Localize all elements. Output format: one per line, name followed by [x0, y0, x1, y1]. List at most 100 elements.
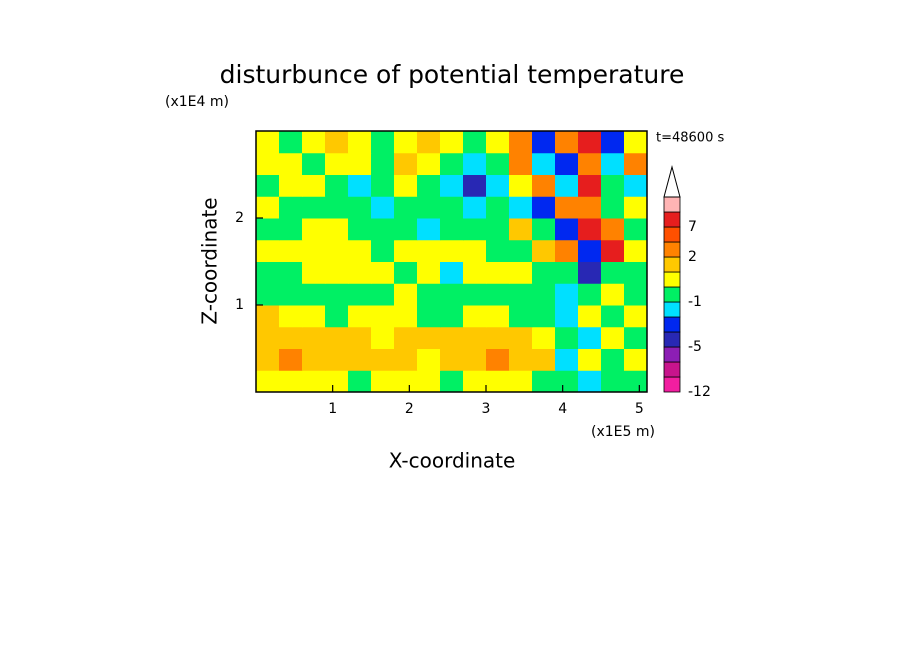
contour-cell: [555, 370, 579, 393]
contour-cell: [578, 152, 602, 175]
contour-cell: [348, 239, 372, 262]
contour-cell: [256, 196, 280, 219]
contour-cell: [624, 218, 648, 241]
contour-cell: [532, 305, 556, 328]
contour-cell: [256, 131, 280, 154]
contour-cell: [440, 305, 464, 328]
contour-cell: [486, 174, 510, 197]
contour-cell: [509, 239, 533, 262]
contour-cell: [624, 239, 648, 262]
contour-cell: [279, 283, 303, 306]
contour-cell: [555, 326, 579, 349]
contour-cell: [578, 370, 602, 393]
contour-cell: [486, 370, 510, 393]
contour-cell: [256, 305, 280, 328]
contour-cell: [325, 326, 349, 349]
contour-cell: [256, 218, 280, 241]
axes: 1 2 3 4 5 1 2: [235, 130, 648, 417]
contour-cell: [348, 348, 372, 371]
colorbar-bin: [663, 361, 681, 378]
contour-cell: [509, 370, 533, 393]
contour-cell: [486, 152, 510, 175]
contour-cell: [555, 196, 579, 219]
contour-cell: [578, 348, 602, 371]
contour-cell: [486, 196, 510, 219]
contour-cell: [279, 174, 303, 197]
contour-cell: [601, 261, 625, 284]
contour-cell: [371, 326, 395, 349]
contour-cell: [555, 152, 579, 175]
contour-cell: [279, 305, 303, 328]
colorbar-bin: [663, 301, 681, 318]
contour-cell: [601, 348, 625, 371]
contour-cell: [417, 152, 441, 175]
contour-cell: [486, 261, 510, 284]
contour-cell: [348, 131, 372, 154]
contour-cell: [440, 152, 464, 175]
contour-cell: [371, 239, 395, 262]
contour-cell: [555, 218, 579, 241]
contour-cell: [302, 152, 326, 175]
plot-frame: [255, 130, 648, 393]
contour-cell: [555, 261, 579, 284]
contour-cell: [394, 196, 418, 219]
contour-cell: [463, 261, 487, 284]
contour-cell: [371, 348, 395, 371]
contour-cell: [463, 196, 487, 219]
contour-cell: [463, 348, 487, 371]
x-axis-label: X-coordinate: [389, 449, 516, 473]
contour-cell: [394, 152, 418, 175]
contour-cell: [394, 239, 418, 262]
contour-cell: [302, 305, 326, 328]
contour-cell: [601, 174, 625, 197]
contour-cell: [440, 218, 464, 241]
contour-cell: [348, 305, 372, 328]
contour-cell: [417, 218, 441, 241]
contour-cell: [325, 261, 349, 284]
contour-cell: [463, 131, 487, 154]
contour-cell: [509, 261, 533, 284]
contour-cell: [417, 239, 441, 262]
colorbar-tick-label: 2: [688, 249, 697, 265]
contour-cell: [440, 196, 464, 219]
contour-cell: [555, 239, 579, 262]
contour-cell: [624, 305, 648, 328]
contour-cell: [256, 283, 280, 306]
contour-cell: [279, 326, 303, 349]
colorbar-extend: [663, 165, 681, 198]
contour-cell: [555, 283, 579, 306]
contour-cell: [325, 239, 349, 262]
contour-cell: [348, 261, 372, 284]
contour-cell: [532, 348, 556, 371]
contour-cell: [440, 348, 464, 371]
contour-cell: [578, 196, 602, 219]
contour-cell: [256, 239, 280, 262]
contour-cell: [417, 131, 441, 154]
contour-cell: [325, 131, 349, 154]
colorbar-bin: [663, 211, 681, 228]
colorbar-bin: [663, 286, 681, 303]
contour-cell: [532, 196, 556, 219]
contour-cell: [302, 261, 326, 284]
contour-cell: [371, 131, 395, 154]
contour-cell: [325, 370, 349, 393]
colorbar-bin: [663, 196, 681, 213]
contour-cell: [486, 218, 510, 241]
contour-cell: [256, 152, 280, 175]
contour-cell: [325, 305, 349, 328]
contour-cell: [440, 239, 464, 262]
contour-cell: [463, 283, 487, 306]
contour-cell: [440, 326, 464, 349]
contour-cell: [279, 196, 303, 219]
contour-cell: [509, 196, 533, 219]
y-axis-label: Z-coordinate: [198, 197, 222, 324]
chart-title: disturbunce of potential temperature: [220, 60, 685, 89]
contour-cell: [509, 131, 533, 154]
contour-cell: [624, 196, 648, 219]
contour-cell: [325, 218, 349, 241]
contour-cell: [509, 218, 533, 241]
contour-cell: [417, 326, 441, 349]
contour-cell: [302, 131, 326, 154]
contour-cell: [532, 131, 556, 154]
